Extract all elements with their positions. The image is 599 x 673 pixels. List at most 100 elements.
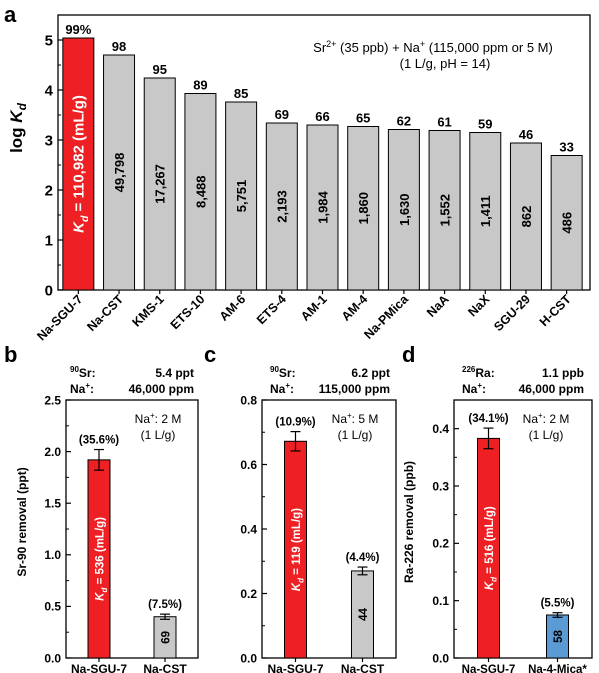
panel-b-x-tick-label: Na-CST — [143, 662, 187, 673]
panel-c-header-na: Na+: — [270, 381, 294, 396]
panel-d-header-na-value: 46,000 ppm — [519, 382, 584, 396]
panel-a-bar-top-label: 89 — [193, 78, 207, 93]
panel-d-plot-frame — [453, 399, 593, 659]
panel-c-y-tick-label: 0.4 — [240, 522, 257, 536]
panel-b-y-tick-label: 0.5 — [44, 600, 61, 614]
panel-d-y-axis-label: Ra-226 removal (ppb) — [402, 461, 416, 583]
panel-d-bar-kd-label: 58 — [553, 630, 565, 643]
panel-a-y-tick-label: 4 — [45, 82, 54, 99]
panel-a-bar — [509, 142, 542, 291]
panel-a-bar-kd-label: 17,267 — [153, 164, 168, 204]
panel-a-bar — [225, 101, 258, 291]
panel-a-bar-kd-label: 8,488 — [193, 175, 208, 208]
panel-b-chart: Sr-90 removal (ppt) 90Sr: 5.4 ppt Na+: 4… — [15, 365, 199, 673]
panel-b-bar-top-label: (35.6%) — [79, 435, 119, 447]
panel-c-header-isotope-value: 6.2 ppt — [351, 366, 390, 380]
panel-b-bar-kd-label: 69 — [160, 631, 172, 644]
panel-b-y-axis-label: Sr-90 removal (ppt) — [15, 467, 29, 576]
panel-b-condition-line1: Na+: 2 M — [135, 411, 182, 426]
panel-c-x-tick-label: Na-SGU-7 — [267, 662, 323, 673]
panel-a-y-tick-label: 2 — [45, 182, 53, 199]
panel-letter-b: b — [4, 342, 17, 367]
panel-letter-d: d — [402, 342, 415, 367]
panel-b-condition-line2: (1 L/g) — [141, 428, 176, 442]
panel-d-condition-line2: (1 L/g) — [529, 428, 564, 442]
panel-c-bar-top-label: (4.4%) — [346, 552, 380, 564]
panel-c-y-tick-label: 0.0 — [240, 651, 257, 665]
panel-c-header-na-value: 115,000 ppm — [319, 382, 390, 396]
panel-a-bar-kd-label: 5,751 — [234, 180, 249, 213]
panel-a-x-tick-label: AM-4 — [339, 292, 371, 324]
panel-d-x-tick-label: Na-4-Mica* — [528, 664, 587, 673]
svg-text:log Kd: log Kd — [7, 102, 29, 153]
panel-d-header-na: Na+: — [462, 381, 486, 396]
panel-a-bar — [143, 77, 176, 291]
panel-d-condition-line1: Na+: 2 M — [523, 411, 570, 426]
panel-d-chart: Ra-226 removal (ppb) 226Ra: 1.1 ppb Na+:… — [402, 365, 593, 673]
panel-a-x-tick-label: H-CST — [537, 292, 574, 329]
panel-b-bar-kd-label: Kd = 536 (mL/g) — [94, 517, 108, 601]
panel-c-condition-line1: Na+: 5 M — [332, 411, 379, 426]
panel-d-bar-kd-label: Kd = 516 (mL/g) — [484, 506, 498, 590]
panel-d-y-tick-label: 0.3 — [432, 479, 449, 493]
panel-d-y-tick-label: 0.1 — [432, 594, 449, 608]
panel-a-bar-kd-label: 486 — [560, 212, 575, 234]
panel-a-bar-kd-label: 1,552 — [438, 194, 453, 227]
panel-a-y-tick-label: 3 — [45, 132, 53, 149]
panel-a-bar-kd-label: 2,193 — [275, 190, 290, 223]
panel-d-x-tick-label: Na-SGU-7 — [462, 664, 516, 673]
panel-b-y-tick-label: 2.0 — [44, 445, 61, 459]
panel-c-plot-frame — [261, 399, 397, 659]
panel-a-bar-top-label: 99% — [65, 22, 91, 37]
panel-d-header-isotope: 226Ra: — [462, 365, 495, 380]
panel-b-header-na: Na+: — [70, 381, 94, 396]
panel-a-y-tick-label: 1 — [45, 232, 53, 249]
panel-a-bar-top-label: 65 — [356, 111, 370, 126]
panel-a-bar-kd-label: Kd = 110,982 (mL/g) — [70, 95, 91, 233]
panel-a-bar — [469, 132, 502, 291]
panel-b-y-tick-label: 1.5 — [44, 497, 61, 511]
panel-b-y-tick-label: 2.5 — [44, 393, 61, 407]
panel-c-condition-line2: (1 L/g) — [338, 428, 373, 442]
panel-a-bar-top-label: 59 — [478, 117, 492, 132]
panel-a-chart: log Kd Sr2+ (35 ppb) + Na+ (115,000 ppm … — [7, 14, 591, 343]
panel-c-y-tick-label: 0.8 — [240, 393, 257, 407]
panel-d-y-tick-label: 0.0 — [432, 651, 449, 665]
panel-a-bar-kd-label: 862 — [519, 206, 534, 228]
panel-a-bar-top-label: 66 — [315, 109, 329, 124]
panel-b-y-tick-label: 0.0 — [44, 651, 61, 665]
panel-a-x-tick-label: NaA — [424, 292, 452, 320]
panel-c-bar-kd-label: Kd = 119 (mL/g) — [291, 508, 305, 591]
panel-b-header-na-value: 46,000 ppm — [129, 382, 194, 396]
panel-a-bar-kd-label: 1,984 — [315, 190, 330, 223]
panel-a-bar-top-label: 62 — [397, 114, 411, 129]
panel-d-y-tick-label: 0.4 — [432, 422, 449, 436]
panel-b-y-tick-label: 1.0 — [44, 548, 61, 562]
panel-c-y-tick-label: 0.2 — [240, 587, 257, 601]
panel-a-x-tick-label: ETS-4 — [254, 292, 289, 327]
panel-a-x-tick-label: Na-SGU-7 — [34, 292, 85, 343]
panel-c-chart: 90Sr: 6.2 ppt Na+: 115,000 ppm Na+: 5 M … — [240, 365, 397, 673]
panel-a-x-tick-label: NaX — [465, 292, 493, 320]
panel-b-header-isotope-value: 5.4 ppt — [155, 366, 194, 380]
panel-a-x-tick-label: SGU-29 — [491, 292, 533, 334]
panel-b-x-tick-label: Na-SGU-7 — [71, 662, 127, 673]
panel-letter-a: a — [4, 2, 17, 27]
panel-a-annotation-line2: (1 L/g, pH = 14) — [400, 56, 491, 71]
panel-a-x-tick-label: Na-CST — [84, 292, 126, 334]
panel-a-bar — [184, 93, 217, 291]
panel-a-bar-kd-label: 1,630 — [397, 193, 412, 226]
panel-a-annotation-line1: Sr2+ (35 ppb) + Na+ (115,000 ppm or 5 M) — [313, 39, 553, 55]
panel-a-x-tick-label: AM-1 — [298, 292, 330, 324]
panel-a-bar-top-label: 33 — [559, 140, 573, 155]
panel-a-bar-top-label: 69 — [275, 107, 289, 122]
panel-a-bar-top-label: 98 — [112, 39, 126, 54]
panel-a-bar-top-label: 85 — [234, 86, 248, 101]
panel-a-y-tick-label: 0 — [45, 282, 53, 299]
panel-d-header-isotope-value: 1.1 ppb — [542, 366, 584, 380]
panel-b-bar-top-label: (7.5%) — [148, 599, 182, 611]
panel-a-bar — [103, 54, 136, 291]
panel-a-x-tick-label: Na-PMica — [361, 291, 411, 341]
panel-a-bar-top-label: 61 — [437, 115, 451, 130]
